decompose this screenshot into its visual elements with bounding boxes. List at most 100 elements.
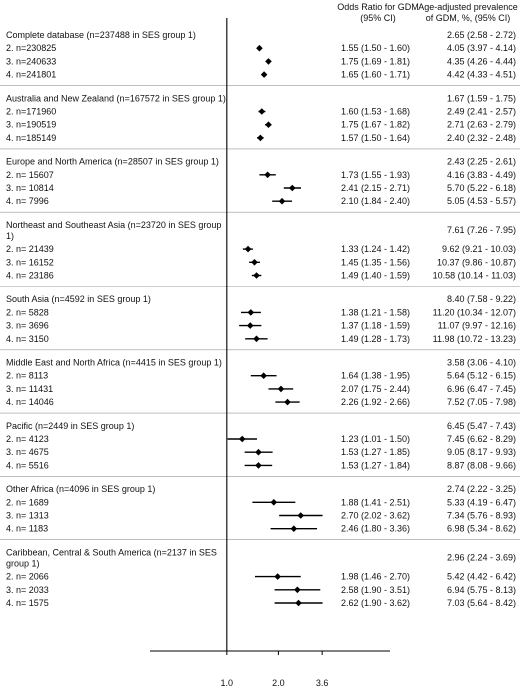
group-3-row-4-label: 4. n= 7996	[6, 196, 49, 206]
group-2-row-3-or-text: 1.75 (1.67 - 1.82)	[341, 120, 410, 130]
group-3-row-3-prevalence: 5.70 (5.22 - 6.18)	[447, 183, 516, 193]
group-6-row-4-point	[284, 398, 291, 406]
group-5-row-3-label: 3. n= 3696	[6, 321, 49, 331]
group-8-row-3-prevalence: 7.34 (5.76 - 8.93)	[447, 511, 516, 521]
group-4-label: Northeast and Southeast Asia (n=23720 in…	[6, 220, 221, 230]
group-2-row-2-label: 2. n=171960	[6, 107, 56, 117]
group-8-row-2-label: 2. n= 1689	[6, 497, 49, 507]
group-2-row-3-prevalence: 2.71 (2.63 - 2.79)	[447, 120, 516, 130]
group-9-row-2-or-text: 1.98 (1.46 - 2.70)	[341, 572, 410, 582]
group-1-row-4-or-text: 1.65 (1.60 - 1.71)	[341, 70, 410, 80]
group-4-row-4-point	[253, 272, 260, 279]
group-5-row-2-prevalence: 11.20 (10.34 - 12.07)	[433, 307, 516, 317]
group-3-row-2-point	[264, 171, 271, 179]
group-8-row-3-label: 3. n= 1313	[6, 511, 49, 521]
group-1-row-2-prevalence: 4.05 (3.97 - 4.14)	[447, 43, 516, 53]
group-6-row-2-label: 2. n= 8113	[6, 371, 48, 381]
group-6-row-3-or-text: 2.07 (1.75 - 2.44)	[341, 384, 410, 394]
group-1-row-3-or-text: 1.75 (1.69 - 1.81)	[341, 56, 410, 66]
group-9-label: Caribbean, Central & South America (n=21…	[6, 547, 217, 557]
group-8-row-3-point	[297, 512, 305, 519]
group-4-row-4-or-text: 1.49 (1.40 - 1.59)	[341, 271, 410, 281]
group-5-row-3-or-text: 1.37 (1.18 - 1.59)	[341, 321, 410, 331]
group-7-row-3-or-text: 1.53 (1.27 - 1.85)	[341, 447, 410, 457]
group-6-row-4-label: 4. n= 14046	[6, 397, 54, 407]
group-8-row-2-or-text: 1.88 (1.41 - 2.51)	[341, 497, 410, 507]
group-2-label: Australia and New Zealand (n=167572 in S…	[6, 93, 226, 103]
group-1-row-4-point	[260, 71, 268, 78]
group-8-row-3-or-text: 2.70 (2.02 - 3.62)	[341, 511, 410, 521]
group-6-label: Middle East and North Africa (n=4415 in …	[6, 358, 222, 368]
group-3-row-2-label: 2. n= 15607	[6, 170, 54, 180]
group-1-row-3-point	[265, 58, 272, 65]
group-6-row-3-point	[277, 385, 285, 393]
group-8-row-4-or-text: 2.46 (1.80 - 3.36)	[341, 524, 410, 534]
group-2-row-4-prevalence: 2.40 (2.32 - 2.48)	[447, 133, 516, 143]
group-4-row-2-label: 2. n= 21439	[6, 244, 54, 254]
group-7-row-4-or-text: 1.53 (1.27 - 1.84)	[341, 460, 410, 470]
group-1-row-4-label: 4. n=241801	[6, 70, 56, 80]
group-4-row-3-prevalence: 10.37 (9.86 - 10.87)	[437, 257, 516, 267]
group-2-ref-prevalence: 1.67 (1.59 - 1.75)	[447, 93, 516, 103]
group-7-row-4-prevalence: 8.87 (8.08 - 9.66)	[447, 460, 516, 470]
group-1-row-3-label: 3. n=240633	[6, 56, 56, 66]
prevalence-column-header: Age-adjusted prevalence of GDM, %, (95% …	[418, 2, 518, 24]
group-9-row-4-or-text: 2.62 (1.90 - 3.62)	[341, 598, 410, 608]
or-header-title: Odds Ratio for GDM	[337, 2, 419, 12]
group-2-row-3-point	[265, 121, 272, 128]
group-9-row-2-point	[274, 573, 281, 580]
group-8-row-2-point	[270, 499, 278, 506]
prevalence-header-title: Age-adjusted prevalence	[418, 2, 518, 12]
group-9-ref-prevalence: 2.96 (2.24 - 3.69)	[447, 552, 516, 562]
x-tick-label-2: 2.0	[272, 678, 285, 688]
prevalence-header-sub: of GDM, %, (95% CI)	[425, 13, 511, 23]
group-3-row-4-prevalence: 5.05 (4.53 - 5.57)	[447, 196, 516, 206]
group-3-row-3-or-text: 2.41 (2.15 - 2.71)	[341, 183, 410, 193]
group-1-row-4-prevalence: 4.42 (4.33 - 4.51)	[447, 70, 516, 80]
group-7-row-4-point	[255, 462, 262, 469]
group-6-row-2-prevalence: 5.64 (5.12 - 6.15)	[447, 371, 516, 381]
group-2-row-3-label: 3. n=190519	[6, 120, 56, 130]
group-6-ref-prevalence: 3.58 (3.06 - 4.10)	[447, 358, 516, 368]
group-7-row-3-label: 3. n= 4675	[6, 447, 49, 457]
group-7-row-2-label: 2. n= 4123	[6, 434, 49, 444]
group-8-row-2-prevalence: 5.33 (4.19 - 6.47)	[447, 497, 516, 507]
group-4-row-3-point	[251, 259, 258, 266]
group-8-label: Other Africa (n=4096 in SES group 1)	[6, 484, 155, 494]
group-4-row-3-or-text: 1.45 (1.35 - 1.56)	[341, 257, 410, 267]
group-7-row-2-or-text: 1.23 (1.01 - 1.50)	[341, 434, 410, 444]
group-4-label-cont: 1)	[6, 231, 14, 241]
group-3-row-4-or-text: 2.10 (1.84 - 2.40)	[341, 196, 410, 206]
group-7-row-2-point	[238, 435, 246, 443]
or-header-sub: (95% CI)	[360, 13, 396, 23]
group-4-row-4-prevalence: 10.58 (10.14 - 11.03)	[433, 271, 516, 281]
group-5-row-3-prevalence: 11.07 (9.97 - 12.16)	[438, 321, 516, 331]
group-8-ref-prevalence: 2.74 (2.22 - 3.25)	[447, 484, 516, 494]
group-4-row-4-label: 4. n= 23186	[6, 271, 54, 281]
group-4-row-2-or-text: 1.33 (1.24 - 1.42)	[341, 244, 410, 254]
group-3-row-3-point	[288, 184, 296, 192]
group-3-label: Europe and North America (n=28507 in SES…	[6, 157, 219, 167]
group-1-row-2-point	[256, 44, 263, 52]
group-7-row-2-prevalence: 7.45 (6.62 - 8.29)	[447, 434, 516, 444]
group-2-row-4-or-text: 1.57 (1.50 - 1.64)	[341, 133, 410, 143]
group-1-row-2-label: 2. n=230825	[6, 43, 56, 53]
group-9-label-cont: group 1)	[6, 558, 40, 568]
group-5-row-4-label: 4. n= 3150	[6, 334, 49, 344]
group-6-row-3-label: 3. n= 11431	[6, 384, 53, 394]
x-tick-label-1: 1.0	[221, 678, 234, 688]
group-9-row-4-point	[295, 599, 302, 607]
group-8-row-4-prevalence: 6.98 (5.34 - 8.62)	[447, 524, 516, 534]
group-5-ref-prevalence: 8.40 (7.58 - 9.22)	[447, 294, 516, 304]
group-2-row-2-or-text: 1.60 (1.53 - 1.68)	[341, 107, 410, 117]
group-5-row-4-or-text: 1.49 (1.28 - 1.73)	[341, 334, 410, 344]
group-6-row-4-prevalence: 7.52 (7.05 - 7.98)	[447, 397, 516, 407]
group-9-row-3-or-text: 2.58 (1.90 - 3.51)	[341, 585, 410, 595]
group-9-row-4-label: 4. n= 1575	[6, 598, 49, 608]
group-2-row-4-point	[257, 134, 264, 142]
group-5-row-2-label: 2. n= 5828	[6, 307, 49, 317]
group-5-row-2-point	[247, 309, 255, 316]
group-2-row-2-prevalence: 2.49 (2.41 - 2.57)	[447, 107, 516, 117]
group-9-row-4-prevalence: 7.03 (5.64 - 8.42)	[447, 598, 516, 608]
group-2-row-2-point	[258, 108, 266, 115]
